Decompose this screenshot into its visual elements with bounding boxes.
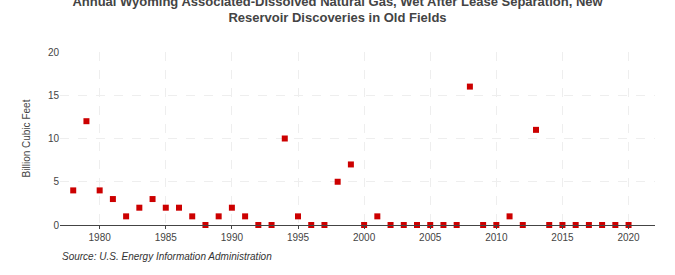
svg-text:10: 10 <box>48 133 60 144</box>
svg-text:2015: 2015 <box>551 232 574 243</box>
svg-text:1995: 1995 <box>287 232 310 243</box>
svg-text:5: 5 <box>53 176 59 187</box>
svg-text:2000: 2000 <box>353 232 376 243</box>
svg-text:Source: U.S. Energy Informatio: Source: U.S. Energy Information Administ… <box>62 251 272 262</box>
svg-text:1990: 1990 <box>221 232 244 243</box>
svg-text:1985: 1985 <box>155 232 178 243</box>
svg-text:Annual Wyoming Associated-Diss: Annual Wyoming Associated-Dissolved Natu… <box>72 0 603 25</box>
svg-text:2020: 2020 <box>617 232 640 243</box>
svg-text:2005: 2005 <box>419 232 442 243</box>
svg-text:1980: 1980 <box>89 232 112 243</box>
svg-text:Billion Cubic Feet: Billion Cubic Feet <box>21 99 32 177</box>
svg-text:0: 0 <box>53 220 59 231</box>
svg-text:2010: 2010 <box>485 232 508 243</box>
svg-text:20: 20 <box>48 47 60 58</box>
svg-text:15: 15 <box>48 90 60 101</box>
